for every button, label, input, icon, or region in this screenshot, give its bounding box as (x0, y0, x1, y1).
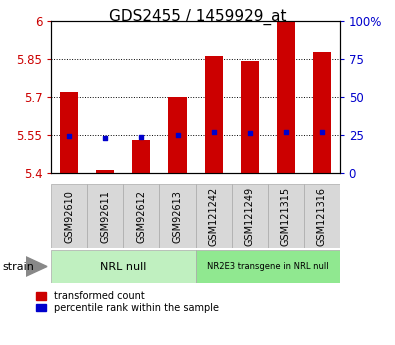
Text: GSM92613: GSM92613 (173, 190, 182, 243)
FancyBboxPatch shape (160, 184, 196, 248)
Bar (169, 97, 186, 172)
FancyBboxPatch shape (51, 250, 196, 283)
Text: GSM92610: GSM92610 (64, 190, 74, 243)
FancyBboxPatch shape (51, 184, 87, 248)
Text: GSM121249: GSM121249 (245, 187, 255, 246)
Point (246, 130, 253, 135)
FancyBboxPatch shape (267, 184, 304, 248)
Point (318, 129, 325, 134)
FancyBboxPatch shape (87, 184, 123, 248)
Bar (205, 56, 222, 172)
Bar (276, 21, 295, 172)
FancyBboxPatch shape (231, 184, 267, 248)
Text: strain: strain (2, 262, 34, 272)
Bar (96, 170, 115, 172)
Bar (132, 140, 150, 172)
Text: GDS2455 / 1459929_at: GDS2455 / 1459929_at (109, 9, 286, 25)
Text: GSM92612: GSM92612 (136, 190, 147, 243)
Point (282, 129, 289, 134)
FancyBboxPatch shape (196, 184, 231, 248)
Text: NR2E3 transgene in NRL null: NR2E3 transgene in NRL null (207, 262, 328, 271)
Point (174, 132, 181, 138)
Bar (60, 91, 78, 172)
Point (138, 134, 145, 140)
Text: GSM92611: GSM92611 (100, 190, 111, 243)
Text: GSM121242: GSM121242 (209, 187, 218, 246)
FancyBboxPatch shape (196, 250, 340, 283)
Text: NRL null: NRL null (100, 262, 147, 272)
Polygon shape (26, 257, 47, 276)
Text: GSM121316: GSM121316 (317, 187, 327, 246)
FancyBboxPatch shape (304, 184, 340, 248)
FancyBboxPatch shape (123, 184, 160, 248)
Bar (241, 61, 259, 172)
Legend: transformed count, percentile rank within the sample: transformed count, percentile rank withi… (36, 291, 219, 313)
Point (66, 133, 73, 139)
Point (102, 136, 109, 141)
Text: GSM121315: GSM121315 (280, 187, 291, 246)
Point (211, 129, 217, 134)
Bar (313, 52, 331, 172)
